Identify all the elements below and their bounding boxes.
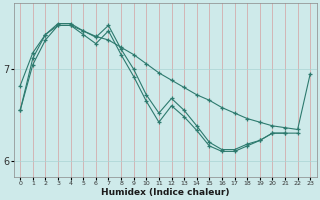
X-axis label: Humidex (Indice chaleur): Humidex (Indice chaleur): [101, 188, 229, 197]
